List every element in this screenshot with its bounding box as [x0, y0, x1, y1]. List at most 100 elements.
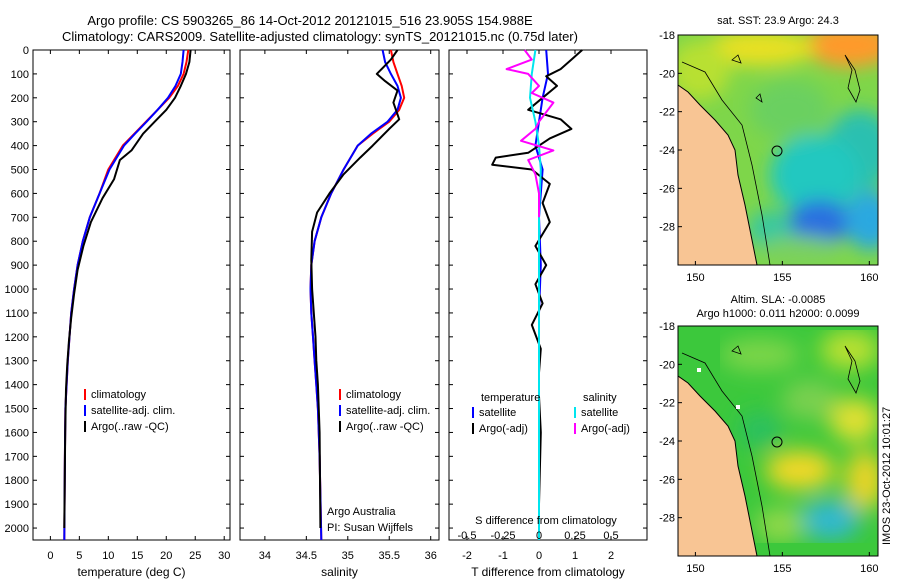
map-y-tick-label: -22: [659, 107, 675, 119]
legend-label: Argo(-adj): [479, 423, 528, 435]
map-y-tick-label: -22: [659, 398, 675, 410]
legend-label: Argo(-adj): [581, 423, 630, 435]
salinity-xlabel: salinity: [321, 565, 358, 579]
series-line-satellite-adj-clim-: [309, 49, 402, 541]
map-x-tick-label: 155: [773, 272, 791, 284]
temperature-panel: 0100200300400500600700800900100011001200…: [5, 45, 231, 579]
x-tick-label: 34.5: [296, 550, 317, 562]
y-tick-label: 700: [11, 212, 29, 224]
series-line-climatology: [63, 49, 190, 541]
legend-label: satellite-adj. clim.: [346, 405, 430, 417]
y-tick-label: 1000: [5, 284, 29, 296]
map-y-tick-label: -20: [659, 359, 675, 371]
salinity-frame: [239, 49, 440, 541]
difference-xlabel-top: S difference from climatology: [475, 515, 617, 527]
map-y-tick-label: -24: [659, 436, 675, 448]
pi-annotation: PI: Susan Wijffels: [327, 522, 413, 534]
x-tick-label-s: 0.25: [564, 530, 585, 542]
x-tick-label: 15: [131, 550, 143, 562]
legend-label: satellite: [479, 407, 516, 419]
series-line-argo-raw-qc-: [310, 49, 401, 529]
map-y-tick-label: -28: [659, 513, 675, 525]
y-tick-label: 200: [11, 93, 29, 105]
y-tick-label: 1800: [5, 475, 29, 487]
x-tick-label: 35.5: [379, 550, 400, 562]
sla-map-title: Altim. SLA: -0.0085: [731, 294, 826, 306]
y-tick-label: 1600: [5, 427, 29, 439]
x-tick-label: 1: [572, 550, 578, 562]
owner-annotation: Argo Australia: [327, 506, 396, 518]
series-line-argo-raw-qc-: [63, 49, 192, 529]
x-tick-label: 0: [47, 550, 53, 562]
y-tick-label: 600: [11, 188, 29, 200]
x-tick-label-s: 0: [536, 530, 542, 542]
map-x-tick-label: 150: [686, 563, 704, 575]
x-tick-label: 30: [218, 550, 230, 562]
x-tick-label-s: 0.5: [603, 530, 618, 542]
y-tick-label: 500: [11, 165, 29, 177]
legend-title: salinity: [583, 392, 617, 404]
map-y-tick-label: -20: [659, 68, 675, 80]
map-y-tick-label: -26: [659, 474, 675, 486]
legend-title: temperature: [481, 392, 540, 404]
y-tick-label: 0: [23, 45, 29, 57]
y-tick-label: 1100: [5, 308, 29, 320]
x-tick-label-s: -0.5: [458, 530, 477, 542]
map-y-tick-label: -18: [659, 30, 675, 42]
map-y-tick-label: -28: [659, 222, 675, 234]
series-line-climatology: [309, 49, 406, 541]
map-x-tick-label: 160: [860, 563, 878, 575]
y-tick-label: 100: [11, 69, 29, 81]
temperature-xlabel: temperature (deg C): [77, 565, 185, 579]
profile-title: Argo profile: CS 5903265_86 14-Oct-2012 …: [87, 13, 533, 28]
y-tick-label: 1300: [5, 356, 29, 368]
legend-label: Argo(..raw -QC): [346, 421, 424, 433]
y-tick-label: 900: [11, 260, 29, 272]
x-tick-label: -1: [498, 550, 508, 562]
y-tick-label: 400: [11, 141, 29, 153]
x-tick-label: 25: [189, 550, 201, 562]
salinity-panel: 34 34.5 35 35.5 36 salinity: [239, 49, 440, 579]
x-tick-label: 0: [536, 550, 542, 562]
map-x-tick-label: 155: [773, 563, 791, 575]
x-tick-label: 34: [259, 550, 271, 562]
difference-panel: -2 -1 0 1 2 T difference from climatology: [448, 49, 648, 579]
y-tick-label: 1400: [5, 380, 29, 392]
legend-label: climatology: [91, 389, 147, 401]
legend-label: climatology: [346, 389, 402, 401]
map-x-tick-label: 150: [686, 272, 704, 284]
series-line-salinity-satellite: [529, 49, 542, 540]
y-tick-label: 800: [11, 236, 29, 248]
x-tick-label: 36: [425, 550, 437, 562]
legend-label: satellite: [581, 407, 618, 419]
y-tick-label: 300: [11, 117, 29, 129]
y-tick-label: 1200: [5, 332, 29, 344]
x-tick-label: 5: [76, 550, 82, 562]
y-tick-label: 1700: [5, 451, 29, 463]
x-tick-label-s: -0.25: [490, 530, 515, 542]
series-line-salinity-argo-adj-: [505, 49, 555, 218]
sla-map: Altim. SLA: -0.0085 Argo h1000: 0.011 h2…: [677, 294, 879, 557]
legend-label: Argo(..raw -QC): [91, 421, 169, 433]
x-tick-label: 10: [102, 550, 114, 562]
climatology-title: Climatology: CARS2009. Satellite-adjuste…: [62, 29, 578, 44]
difference-xlabel: T difference from climatology: [471, 565, 625, 579]
temperature-frame: [32, 49, 231, 541]
y-tick-label: 2000: [5, 523, 29, 535]
map-y-tick-label: -26: [659, 183, 675, 195]
difference-frame: [448, 49, 648, 541]
y-tick-label: 1500: [5, 404, 29, 416]
map-x-tick-label: 160: [860, 272, 878, 284]
legend-label: satellite-adj. clim.: [91, 405, 175, 417]
series-line-temperature-argo-adj-: [491, 49, 583, 505]
sst-map-title: sat. SST: 23.9 Argo: 24.3: [717, 15, 839, 27]
x-tick-label: -2: [462, 550, 472, 562]
sst-map: sat. SST: 23.9 Argo: 24.3: [677, 15, 879, 266]
map-y-tick-label: -18: [659, 321, 675, 333]
map-y-tick-label: -24: [659, 145, 675, 157]
imos-timestamp: IMOS 23-Oct-2012 10:01:27: [881, 406, 893, 545]
x-tick-label: 35: [342, 550, 354, 562]
x-tick-label: 2: [608, 550, 614, 562]
series-line-satellite-adj-clim-: [63, 49, 185, 541]
